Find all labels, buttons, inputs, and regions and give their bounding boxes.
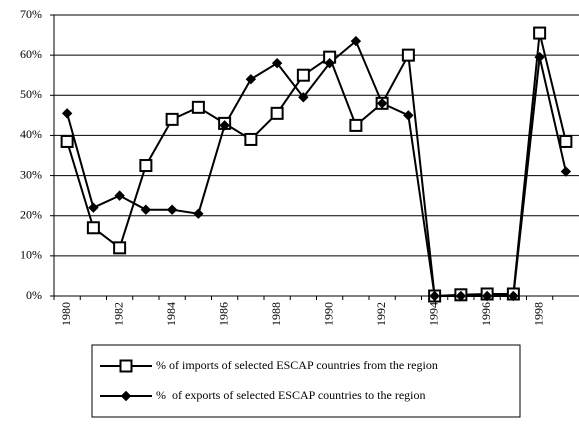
marker-diamond xyxy=(508,290,519,302)
marker-diamond xyxy=(166,204,178,215)
marker-diamond xyxy=(376,98,388,109)
marker-diamond xyxy=(429,290,440,302)
x-tick-label: 1994 xyxy=(426,302,440,326)
marker-square xyxy=(113,241,127,255)
marker-square xyxy=(401,48,415,62)
legend: % of imports of selected ESCAP countries… xyxy=(91,344,521,418)
marker-square xyxy=(165,112,179,126)
marker-square xyxy=(559,134,573,148)
marker-diamond xyxy=(120,390,132,402)
x-tick-label: 1988 xyxy=(269,302,283,326)
y-tick-label: 0% xyxy=(26,288,42,302)
marker-square xyxy=(296,68,310,82)
y-tick-label: 20% xyxy=(20,207,42,221)
legend-label: % of exports of selected ESCAP countries… xyxy=(156,388,426,402)
x-tick-label: 1998 xyxy=(531,302,545,326)
marker-square xyxy=(533,26,547,40)
x-tick-label: 1984 xyxy=(164,302,178,326)
legend-box xyxy=(91,344,521,418)
x-tick-label: 1982 xyxy=(111,302,125,326)
marker-diamond xyxy=(61,108,73,119)
marker-square xyxy=(349,118,363,132)
marker-diamond xyxy=(455,290,467,302)
x-tick-label: 1990 xyxy=(321,302,335,326)
marker-diamond xyxy=(560,166,572,177)
marker-square xyxy=(139,159,153,173)
marker-diamond xyxy=(114,190,125,201)
marker-diamond xyxy=(350,35,362,47)
marker-diamond xyxy=(324,57,335,69)
x-tick-label: 1992 xyxy=(374,302,388,326)
marker-diamond xyxy=(271,57,283,69)
marker-diamond xyxy=(298,92,309,103)
x-tick-label: 1986 xyxy=(216,302,230,326)
x-tick-label: 1996 xyxy=(479,302,493,326)
marker-diamond xyxy=(403,110,414,121)
marker-square xyxy=(86,221,100,235)
marker-diamond xyxy=(534,51,545,63)
marker-square xyxy=(244,132,258,146)
marker-diamond xyxy=(219,120,230,131)
marker-square xyxy=(119,359,133,373)
y-tick-label: 70% xyxy=(20,7,42,21)
marker-diamond xyxy=(88,202,99,213)
y-tick-label: 10% xyxy=(20,248,42,262)
y-tick-label: 60% xyxy=(20,47,42,61)
y-tick-label: 50% xyxy=(20,87,42,101)
marker-diamond xyxy=(481,290,493,302)
legend-label: % of imports of selected ESCAP countries… xyxy=(156,358,438,372)
marker-diamond xyxy=(193,208,204,219)
marker-diamond xyxy=(140,204,152,215)
x-tick-label: 1980 xyxy=(59,302,73,326)
marker-square xyxy=(270,106,284,120)
y-tick-label: 30% xyxy=(20,167,42,181)
marker-square xyxy=(60,134,74,148)
y-tick-label: 40% xyxy=(20,127,42,141)
marker-diamond xyxy=(245,74,257,85)
marker-square xyxy=(191,100,205,114)
